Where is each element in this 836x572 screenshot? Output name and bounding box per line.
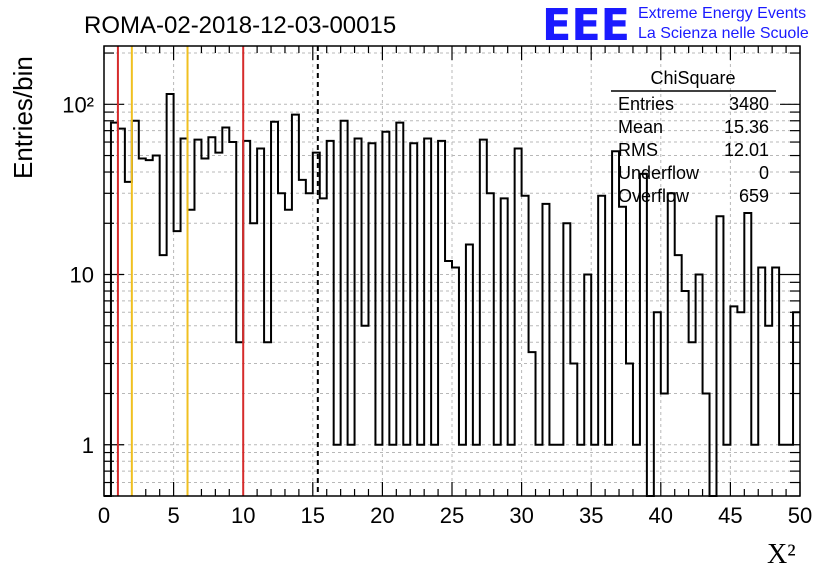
stats-rows: Entries 3480 Mean 15.36 RMS 12.01 Underflow 0 Ov…: [618, 94, 769, 206]
x-tick-label: 20: [370, 503, 394, 528]
stats-row-label: Mean: [618, 117, 663, 137]
histogram-outline: [104, 92, 800, 497]
eee-logo-line1: Extreme Energy Events: [638, 5, 806, 22]
x-tick-label: 0: [98, 503, 110, 528]
stats-title: ChiSquare: [650, 68, 735, 88]
y-tick-label: 1: [82, 433, 94, 458]
x-tick-label: 10: [231, 503, 255, 528]
grid-lines: [103, 46, 801, 497]
x-tick-label: 25: [440, 503, 464, 528]
x-axis-label: X²: [767, 539, 796, 570]
x-tick-label: 50: [788, 503, 812, 528]
y-tick-label: 10: [70, 263, 94, 288]
chart-title: ROMA-02-2018-12-03-00015: [84, 12, 396, 39]
stats-row-value: 0: [759, 163, 769, 183]
plot-frame: [103, 45, 801, 497]
x-tick-label: 35: [579, 503, 603, 528]
stats-row-value: 659: [739, 186, 769, 206]
eee-logo-mark: EEE: [542, 0, 630, 51]
stats-row-label: Overflow: [618, 186, 690, 206]
x-tick-label: 30: [509, 503, 533, 528]
reference-lines: [116, 46, 319, 496]
stats-box: ChiSquare Entries 3480 Mean 15.36 RMS 12.01 Un…: [611, 68, 776, 206]
stats-row-label: Entries: [618, 94, 674, 114]
x-tick-label: 5: [167, 503, 179, 528]
y-axis-label: Entries/bin: [8, 56, 38, 179]
eee-logo-line2: La Scienza nelle Scuole: [638, 25, 809, 42]
eee-logo: EEE Extreme Energy Events La Scienza nel…: [542, 0, 809, 51]
stats-row-label: RMS: [618, 140, 658, 160]
y-tick-label: 10²: [62, 92, 94, 117]
stats-row-value: 12.01: [724, 140, 769, 160]
y-tick-labels: 1 10 10²: [62, 92, 94, 457]
x-tick-labels: 0 5 10 15 20 25 30 35 40 45 50: [98, 503, 812, 528]
axis-ticks: [103, 46, 801, 497]
x-tick-label: 15: [301, 503, 325, 528]
histogram-series: [104, 92, 800, 497]
x-tick-label: 45: [718, 503, 742, 528]
stats-row-value: 15.36: [724, 117, 769, 137]
stats-row-value: 3480: [729, 94, 769, 114]
stats-row-label: Underflow: [618, 163, 700, 183]
x-tick-label: 40: [649, 503, 673, 528]
